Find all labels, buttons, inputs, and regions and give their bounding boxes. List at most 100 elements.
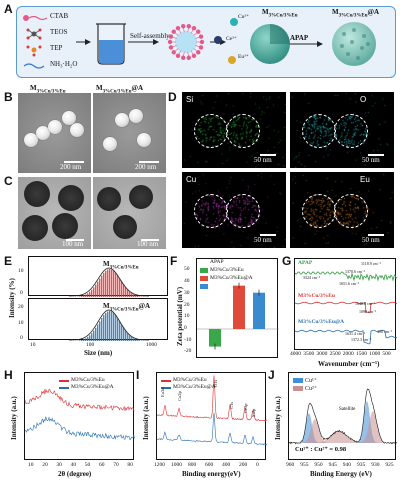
histogram-bar: [139, 296, 141, 297]
g-xtick: 3500: [303, 351, 315, 357]
surfactant-head: [181, 55, 186, 60]
g-xtick: 3000: [316, 351, 328, 357]
element-label: O: [360, 95, 367, 104]
panel-label-j: J: [268, 368, 275, 382]
step-self-assembly: Self-assembly: [130, 32, 170, 40]
histogram-bar: [127, 333, 129, 341]
h-xtick: 20: [42, 462, 48, 468]
histogram-bar: [115, 272, 117, 297]
histogram-bar: [129, 291, 131, 297]
eds-map-o: O 50 nm: [290, 92, 394, 168]
i-xtick: 200: [239, 462, 248, 468]
surfactant-head: [196, 50, 201, 55]
panel-label-i: I: [136, 368, 140, 382]
xps-survey: [156, 412, 268, 446]
histogram-bar: [133, 294, 135, 297]
histogram-bar: [87, 337, 89, 341]
surfactant-head: [191, 25, 197, 31]
h-plot: M3%Cu/3%Eu M3%Cu/3%Eu@A: [24, 372, 135, 460]
panel-label-a: A: [4, 2, 13, 16]
xrd-pattern: [24, 416, 135, 440]
g-peak: 1090 cm⁻¹: [359, 309, 377, 314]
eds-map-cu: Cu 50 nm: [182, 172, 286, 248]
surfactant-tail: [178, 29, 182, 34]
histogram-bar: [113, 312, 115, 341]
surfactant-head: [186, 24, 191, 29]
histogram-bar: [109, 269, 111, 297]
sem-image-right: 200 nm: [93, 93, 166, 173]
i-peak: C1s: [229, 401, 234, 409]
histogram-bar: [93, 330, 95, 341]
f-ytick: -20: [184, 348, 192, 355]
surfactant-head: [191, 53, 197, 59]
h-xlabel: 2θ (degree): [58, 470, 92, 478]
e-ytick: 20: [18, 304, 24, 310]
scale-label: 100 nm: [137, 240, 159, 248]
g-peak: 1651.6 cm⁻¹: [339, 281, 360, 286]
surfactant-tail: [193, 48, 197, 52]
panel-label-d: D: [168, 90, 177, 104]
zeta-bar: [233, 285, 245, 329]
fit-curve: [68, 267, 150, 297]
histogram-bar: [137, 339, 139, 341]
j-plot: Cu¹⁺ Cu²⁺ Satellite Cu¹⁺ : Cu²⁺ = 0.98: [288, 372, 398, 460]
panel-label-e: E: [4, 254, 13, 268]
e-ylabel: Intensity (%): [8, 278, 16, 318]
i-legend-label: M3%Cu/3%Eu: [173, 377, 207, 383]
histogram-bar: [81, 295, 83, 297]
panel-label-h: H: [4, 368, 13, 382]
histogram-bar: [117, 318, 119, 341]
i-peak: Eu3d: [160, 387, 165, 398]
histogram-bar: [119, 321, 121, 341]
e-xtick: 1000: [146, 342, 157, 348]
j-xtick: 940: [342, 462, 352, 468]
step-apap: APAP: [290, 34, 309, 42]
histogram-bar: [113, 270, 115, 297]
histogram-bar: [103, 315, 105, 341]
e-xlabel: Size (nm): [84, 349, 113, 357]
histogram-bar: [139, 340, 141, 341]
i-xtick: 1200: [154, 462, 165, 468]
histogram-bar: [119, 278, 121, 297]
histogram-bar: [97, 281, 99, 297]
ion-cu: Cu²⁺: [238, 14, 249, 20]
surfactant-tail: [172, 45, 177, 48]
i-ylabel: Intensity (a.u.): [142, 396, 150, 440]
histogram-bar: [107, 311, 109, 341]
g-peak: 1372.3 cm⁻¹: [351, 337, 372, 342]
histogram-bar: [83, 295, 85, 297]
coated-sphere-icon: [332, 22, 376, 66]
scale-label: 50 nm: [362, 156, 380, 164]
g-xtick: 4000: [290, 351, 301, 357]
element-label: Si: [186, 95, 194, 104]
zeta-bar: [253, 292, 265, 329]
surfactant-head: [175, 53, 181, 59]
mesoporous-sphere-icon: [250, 24, 290, 64]
surfactant-tail: [175, 32, 179, 36]
h-ylabel: Intensity (a.u.): [10, 396, 18, 440]
scale-label: 50 nm: [254, 156, 272, 164]
surfactant-head: [171, 50, 176, 55]
f-legend: APAP M3%Cu/3%Eu M3%Cu/3%Eu@A: [200, 259, 253, 289]
histogram-bar: [87, 293, 89, 297]
e-ytick: 10: [18, 268, 24, 274]
histogram-bar: [135, 295, 137, 297]
g-label-ma: M3%Cu/3%Eu@A: [298, 319, 345, 325]
tem-image-right: 100 nm: [93, 177, 166, 249]
surfactant-tail: [195, 36, 200, 39]
sem-image-left: 200 nm: [18, 93, 91, 173]
surfactant-head: [199, 39, 205, 45]
histogram-bar: [127, 289, 129, 297]
element-label: Eu: [360, 175, 370, 184]
histogram-bar: [109, 311, 111, 341]
surfactant-tail: [195, 45, 200, 48]
j-xtick: 925: [385, 462, 394, 468]
histogram-bar: [95, 284, 97, 297]
g-peak: 1118.9 cm⁻¹: [361, 261, 381, 266]
g-xtick: 500: [382, 351, 391, 357]
histogram-bar: [105, 270, 107, 297]
ftir-spectrum: [294, 271, 398, 282]
histogram-bar: [125, 287, 127, 297]
surfactant-head: [186, 55, 191, 60]
histogram-bar: [83, 339, 85, 341]
